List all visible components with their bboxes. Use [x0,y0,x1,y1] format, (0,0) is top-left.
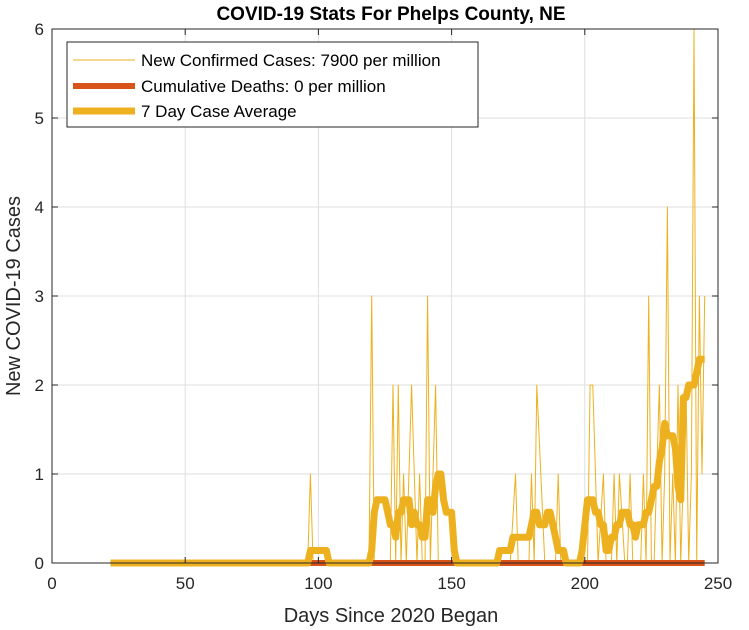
y-tick-label: 3 [35,287,44,306]
y-tick-label: 2 [35,376,44,395]
y-tick-label: 6 [35,20,44,39]
y-tick-label: 5 [35,109,44,128]
legend-label-7day-average: 7 Day Case Average [141,102,297,121]
x-tick-label: 150 [437,574,465,593]
legend-label-new-cases: New Confirmed Cases: 7900 per million [141,51,441,70]
y-tick-label: 0 [35,554,44,573]
series-7day-case-average [110,355,706,567]
x-axis-label: Days Since 2020 Began [284,605,499,627]
x-tick-label: 50 [176,574,195,593]
x-tick-label: 250 [704,574,732,593]
chart-title: COVID-19 Stats For Phelps County, NE [216,4,565,25]
legend-label-deaths: Cumulative Deaths: 0 per million [141,77,386,96]
legend-box [66,41,479,128]
x-tick-label: 0 [47,574,56,593]
x-tick-label: 200 [571,574,599,593]
y-tick-label: 1 [35,465,44,484]
y-tick-label: 4 [35,198,44,217]
axis-ticks: 0 50 100 150 200 250 0 1 2 3 4 5 6 [35,20,733,593]
x-tick-label: 100 [304,574,332,593]
legend: New Confirmed Cases: 7900 per million Cu… [66,41,479,128]
y-axis-label: New COVID-19 Cases [3,196,25,396]
